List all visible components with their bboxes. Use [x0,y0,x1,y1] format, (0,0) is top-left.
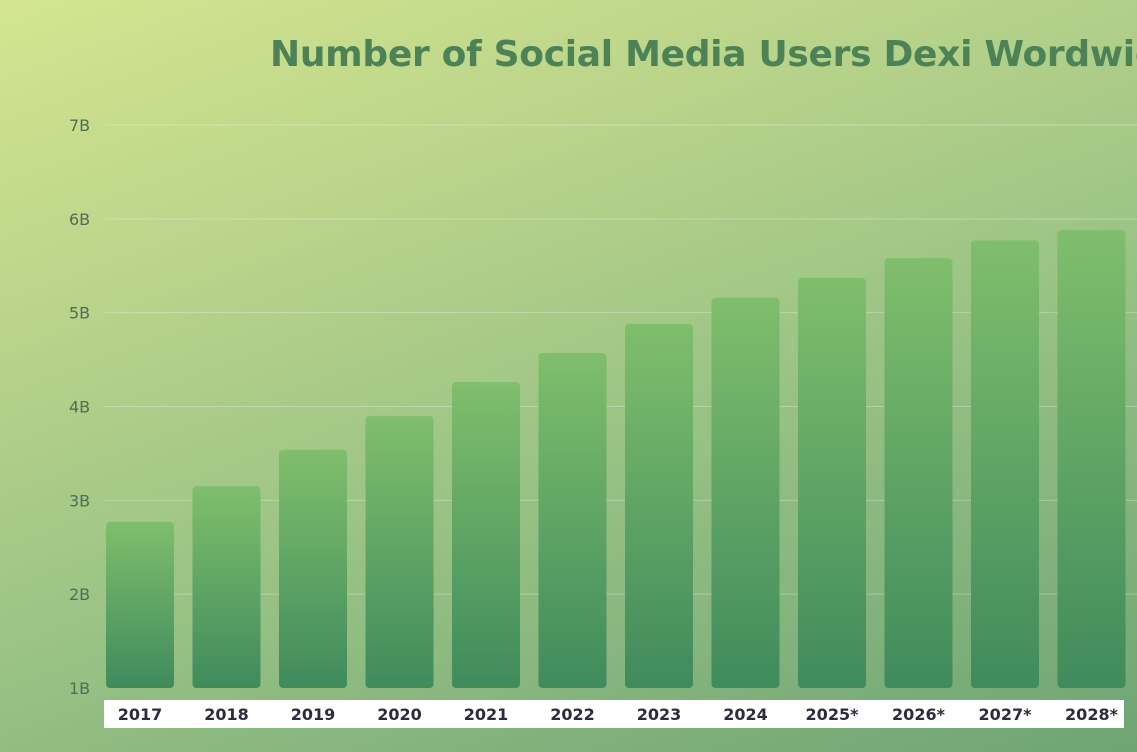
x-tick-label: 2017 [118,705,163,724]
y-tick-label: 1B [69,679,90,698]
bar-2027-projected [971,240,1039,688]
x-tick-label: 2021 [464,705,509,724]
bar-2021 [452,382,520,688]
x-tick-label: 2018 [204,705,249,724]
category-band [104,700,1124,728]
bars [106,230,1126,688]
bar-2018 [192,486,261,688]
x-tick-label: 2020 [377,705,422,724]
y-tick-label: 7B [69,116,90,135]
bar-2026-projected [884,258,953,688]
x-tick-label: 2026* [892,705,946,724]
gridlines [105,124,1137,595]
x-axis: 2017 2018 2019 2020 2021 2022 2023 2024 2025* 202… [118,705,1119,724]
x-tick-label: 2028* [1065,705,1119,724]
y-tick-label: 3B [69,491,90,510]
bar-2025-projected [798,277,866,688]
x-tick-label: 2019 [291,705,336,724]
bar-2020 [365,415,434,688]
y-tick-label: 4B [69,398,90,417]
y-tick-label: 2B [69,585,90,604]
y-tick-label: 6B [69,210,90,229]
x-tick-label: 2027* [979,705,1033,724]
chart-title: Number of Social Media Users Dexi Wordwi… [270,34,1137,75]
bar-2019 [279,449,347,688]
x-tick-label: 2023 [637,705,682,724]
x-tick-label: 2025* [806,705,860,724]
bar-2017 [106,521,174,688]
y-tick-label: 5B [69,304,90,323]
bar-2024 [711,297,780,688]
x-tick-label: 2022 [550,705,595,724]
bar-2023 [625,323,693,688]
y-axis: 1B 2B 3B 4B 5B 6B 7B [69,116,90,698]
bar-2022 [538,353,607,688]
bar-2028-projected [1057,230,1126,688]
x-tick-label: 2024 [723,705,768,724]
